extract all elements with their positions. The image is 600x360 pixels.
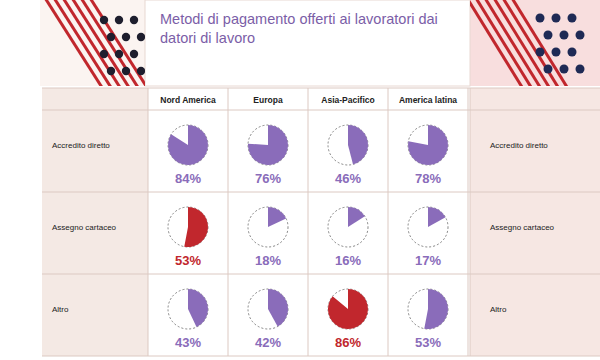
pie-wedge (248, 125, 288, 165)
pie-wedge (268, 207, 286, 227)
decor-dot (107, 67, 115, 75)
pie-wedge (188, 289, 208, 327)
data-label: 16% (335, 253, 361, 268)
pie-wedge (328, 289, 368, 329)
pie-outline (248, 125, 288, 165)
decor-stripe (498, 0, 566, 86)
decor-stripe (507, 0, 575, 86)
pie-outline (248, 207, 288, 247)
pie-outline (328, 125, 368, 165)
row-label: Assegno cartaceo (490, 223, 555, 232)
data-label: 43% (175, 335, 201, 350)
pie-wedge (424, 289, 448, 329)
decor-dot (100, 16, 108, 24)
decor-stripe (489, 0, 557, 86)
decor-dot (137, 67, 145, 75)
decor-dot (552, 48, 561, 57)
decor (40, 0, 145, 86)
data-label: 42% (255, 335, 281, 350)
title: Metodi di pagamento offerti ai lavorator… (160, 10, 460, 48)
table-line (388, 88, 389, 356)
chart-root: Nord America Europa Asia-Pacifico America l… (0, 0, 600, 360)
decor-dot (536, 14, 545, 23)
pie-wedge (348, 207, 365, 227)
chart-svg: Nord America Europa Asia-Pacifico America l… (0, 0, 600, 360)
decor-dot (560, 65, 569, 74)
decor-stripe (85, 0, 145, 86)
pie-outline (408, 289, 448, 329)
pie-wedge (348, 125, 368, 164)
data-label: 78% (415, 171, 441, 186)
pie-outline (168, 125, 208, 165)
pie-outline (408, 125, 448, 165)
table-line (228, 88, 229, 356)
row-label: Accredito diretto (490, 141, 548, 150)
column-header: Europa (253, 95, 283, 105)
pie-wedge (268, 289, 288, 327)
pie-outline (248, 289, 288, 329)
data-label: 46% (335, 171, 361, 186)
table-line (470, 88, 471, 356)
pie-wedge (184, 207, 208, 247)
data-label: 86% (335, 335, 361, 350)
row-label-bg (42, 88, 148, 356)
data-label: 76% (255, 171, 281, 186)
decor-stripe (76, 0, 145, 86)
table-line (42, 88, 600, 89)
decor-dot (560, 31, 569, 40)
decor-stripe (480, 0, 548, 86)
decor-stripe (67, 0, 137, 86)
column-header: America latina (399, 95, 457, 105)
row-label: Accredito diretto (52, 141, 110, 150)
row-label: Altro (490, 305, 507, 314)
table-line (148, 88, 149, 356)
decor-dot (130, 50, 138, 58)
table-line (468, 88, 469, 356)
decor-dot (122, 67, 130, 75)
data-label: 53% (415, 335, 441, 350)
data-label: 84% (175, 171, 201, 186)
column-header: Nord America (160, 95, 216, 105)
pie-outline (328, 207, 368, 247)
decor-dot (576, 65, 585, 74)
pie-outline (168, 289, 208, 329)
pie-wedge (428, 207, 446, 227)
data-label: 53% (175, 253, 201, 268)
column-header: Asia-Pacifico (321, 95, 374, 105)
pie-outline (168, 207, 208, 247)
table-line (42, 110, 600, 111)
decor-dot (544, 65, 553, 74)
decor-dot (536, 48, 545, 57)
decor-dot (552, 14, 561, 23)
decor-dot (115, 16, 123, 24)
decor-dot (115, 50, 123, 58)
cells-bg (148, 88, 468, 356)
decor-dot (122, 33, 130, 41)
decor-dot (568, 48, 577, 57)
table-line (42, 274, 600, 275)
row-label-bg (470, 88, 600, 356)
data-label: 18% (255, 253, 281, 268)
data-label: 17% (415, 253, 441, 268)
decor-stripe (471, 0, 539, 86)
decor-dot (568, 14, 577, 23)
decor-dot (137, 33, 145, 41)
pie-outline (328, 289, 368, 329)
decor-dot (576, 31, 585, 40)
decor-dot (130, 16, 138, 24)
pie-wedge (408, 125, 448, 165)
decor-bg (470, 0, 600, 86)
table-line (42, 356, 600, 357)
title-box (145, 0, 470, 86)
decor (470, 0, 585, 86)
row-label: Assegno cartaceo (52, 223, 117, 232)
decor-dot (544, 31, 553, 40)
pie-wedge (168, 125, 208, 165)
table-line (42, 192, 600, 193)
row-label: Altro (52, 305, 69, 314)
decor-dot (107, 33, 115, 41)
pie-outline (408, 207, 448, 247)
table-line (308, 88, 309, 356)
decor-dot (100, 50, 108, 58)
